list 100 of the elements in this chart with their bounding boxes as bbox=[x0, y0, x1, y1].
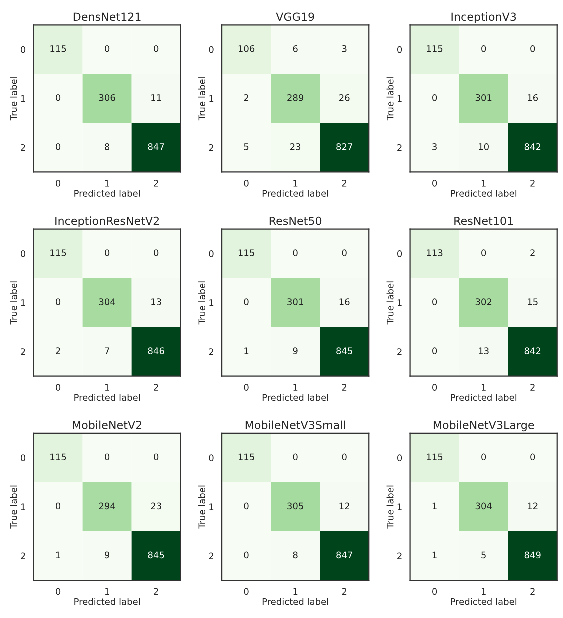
x-axis-title: Predicted label bbox=[262, 394, 328, 402]
y-axis-title: True label bbox=[386, 486, 394, 529]
y-tick-label: 0 bbox=[209, 454, 214, 462]
data-label: 0 bbox=[293, 454, 298, 461]
x-tick-label: 1 bbox=[482, 384, 486, 391]
data-label: 26 bbox=[340, 94, 350, 102]
y-tick-label: 0 bbox=[398, 46, 402, 54]
x-tick-label: 2 bbox=[342, 180, 347, 187]
x-tick-label: 2 bbox=[342, 384, 347, 391]
data-label: 0 bbox=[244, 502, 249, 510]
chart-title: MobileNetV3Small bbox=[246, 420, 346, 430]
data-label: 0 bbox=[105, 250, 110, 256]
x-tick-label: 0 bbox=[244, 588, 249, 596]
data-label: 8 bbox=[105, 144, 110, 150]
data-label: 115 bbox=[50, 250, 66, 256]
y-axis-title: True label bbox=[10, 486, 18, 529]
x-axis-title: Predicted label bbox=[74, 394, 140, 402]
x-tick-label: 0 bbox=[56, 384, 61, 391]
data-label: 7 bbox=[105, 348, 110, 354]
data-label: 1 bbox=[244, 348, 249, 354]
chart-title: MobileNetV3Large bbox=[434, 420, 534, 432]
data-label: 0 bbox=[342, 250, 347, 256]
data-label: 5 bbox=[482, 552, 486, 559]
x-tick-label: 0 bbox=[56, 180, 61, 187]
y-tick-label: 0 bbox=[209, 46, 214, 54]
y-tick-label: 2 bbox=[398, 348, 402, 356]
data-label: 11 bbox=[152, 94, 162, 102]
data-label: 289 bbox=[288, 94, 304, 102]
data-label: 304 bbox=[476, 502, 492, 510]
data-label: 847 bbox=[148, 144, 164, 150]
data-label: 115 bbox=[238, 250, 254, 256]
x-axis-title: Predicted label bbox=[74, 190, 140, 197]
data-label: 0 bbox=[482, 250, 486, 256]
data-label: 0 bbox=[482, 454, 486, 461]
x-axis-title: Predicted label bbox=[451, 394, 517, 402]
data-label: 294 bbox=[99, 502, 116, 510]
data-label: 0 bbox=[482, 45, 486, 52]
data-label: 0 bbox=[432, 94, 438, 102]
data-label: 0 bbox=[342, 454, 347, 461]
x-tick-label: 2 bbox=[154, 588, 158, 595]
y-tick-label: 0 bbox=[20, 46, 26, 54]
chart-title: InceptionV3 bbox=[452, 12, 516, 24]
data-label: 12 bbox=[528, 502, 538, 510]
data-label: 0 bbox=[530, 45, 536, 52]
y-tick-label: 1 bbox=[21, 96, 26, 102]
x-tick-label: 0 bbox=[56, 588, 61, 596]
data-label: 0 bbox=[154, 45, 159, 52]
x-tick-label: 2 bbox=[530, 588, 535, 595]
data-label: 1 bbox=[56, 552, 60, 558]
y-tick-label: 2 bbox=[209, 144, 214, 152]
data-label: 846 bbox=[148, 348, 164, 354]
y-axis-title: True label bbox=[10, 78, 18, 121]
data-label: 847 bbox=[336, 552, 352, 559]
data-label: 0 bbox=[432, 348, 438, 354]
y-tick-label: 1 bbox=[398, 504, 402, 510]
data-label: 842 bbox=[524, 348, 541, 354]
data-label: 302 bbox=[476, 298, 492, 306]
chart-title: DensNet121 bbox=[74, 12, 141, 22]
data-label: 827 bbox=[336, 144, 352, 150]
data-label: 0 bbox=[244, 298, 249, 306]
data-label: 115 bbox=[427, 46, 443, 52]
data-label: 12 bbox=[340, 502, 350, 510]
data-label: 115 bbox=[50, 454, 66, 461]
data-label: 2 bbox=[244, 94, 249, 102]
y-tick-label: 0 bbox=[209, 250, 214, 258]
data-label: 0 bbox=[56, 298, 61, 306]
data-label: 3 bbox=[342, 45, 347, 52]
data-label: 0 bbox=[154, 250, 159, 256]
data-label: 842 bbox=[524, 144, 541, 150]
data-label: 0 bbox=[56, 94, 61, 102]
x-tick-label: 1 bbox=[105, 180, 110, 187]
y-tick-label: 2 bbox=[398, 552, 402, 560]
y-tick-label: 1 bbox=[210, 96, 214, 102]
data-label: 0 bbox=[56, 502, 61, 510]
y-axis-title: True label bbox=[386, 282, 394, 325]
data-label: 23 bbox=[290, 144, 301, 150]
y-tick-label: 2 bbox=[21, 552, 26, 560]
data-label: 2 bbox=[56, 348, 60, 354]
y-tick-label: 1 bbox=[210, 300, 214, 306]
y-tick-label: 1 bbox=[210, 504, 214, 510]
y-tick-label: 0 bbox=[398, 250, 402, 258]
y-tick-label: 0 bbox=[398, 454, 402, 462]
data-label: 8 bbox=[293, 552, 298, 559]
data-label: 304 bbox=[99, 298, 116, 306]
x-axis-title: Predicted label bbox=[262, 190, 328, 197]
data-label: 0 bbox=[105, 454, 110, 461]
data-label: 305 bbox=[288, 502, 304, 510]
x-tick-label: 0 bbox=[244, 384, 249, 391]
chart-title: MobileNetV2 bbox=[73, 420, 142, 430]
data-label: 845 bbox=[148, 552, 164, 559]
x-axis-title: Predicted label bbox=[74, 598, 140, 606]
y-tick-label: 2 bbox=[209, 348, 214, 356]
x-tick-label: 0 bbox=[432, 384, 438, 391]
x-tick-label: 2 bbox=[530, 384, 535, 391]
y-tick-label: 1 bbox=[398, 300, 402, 306]
data-label: 115 bbox=[238, 454, 254, 461]
data-label: 849 bbox=[524, 552, 541, 559]
data-label: 106 bbox=[238, 45, 255, 52]
x-tick-label: 0 bbox=[432, 180, 438, 187]
x-tick-label: 2 bbox=[530, 180, 535, 187]
